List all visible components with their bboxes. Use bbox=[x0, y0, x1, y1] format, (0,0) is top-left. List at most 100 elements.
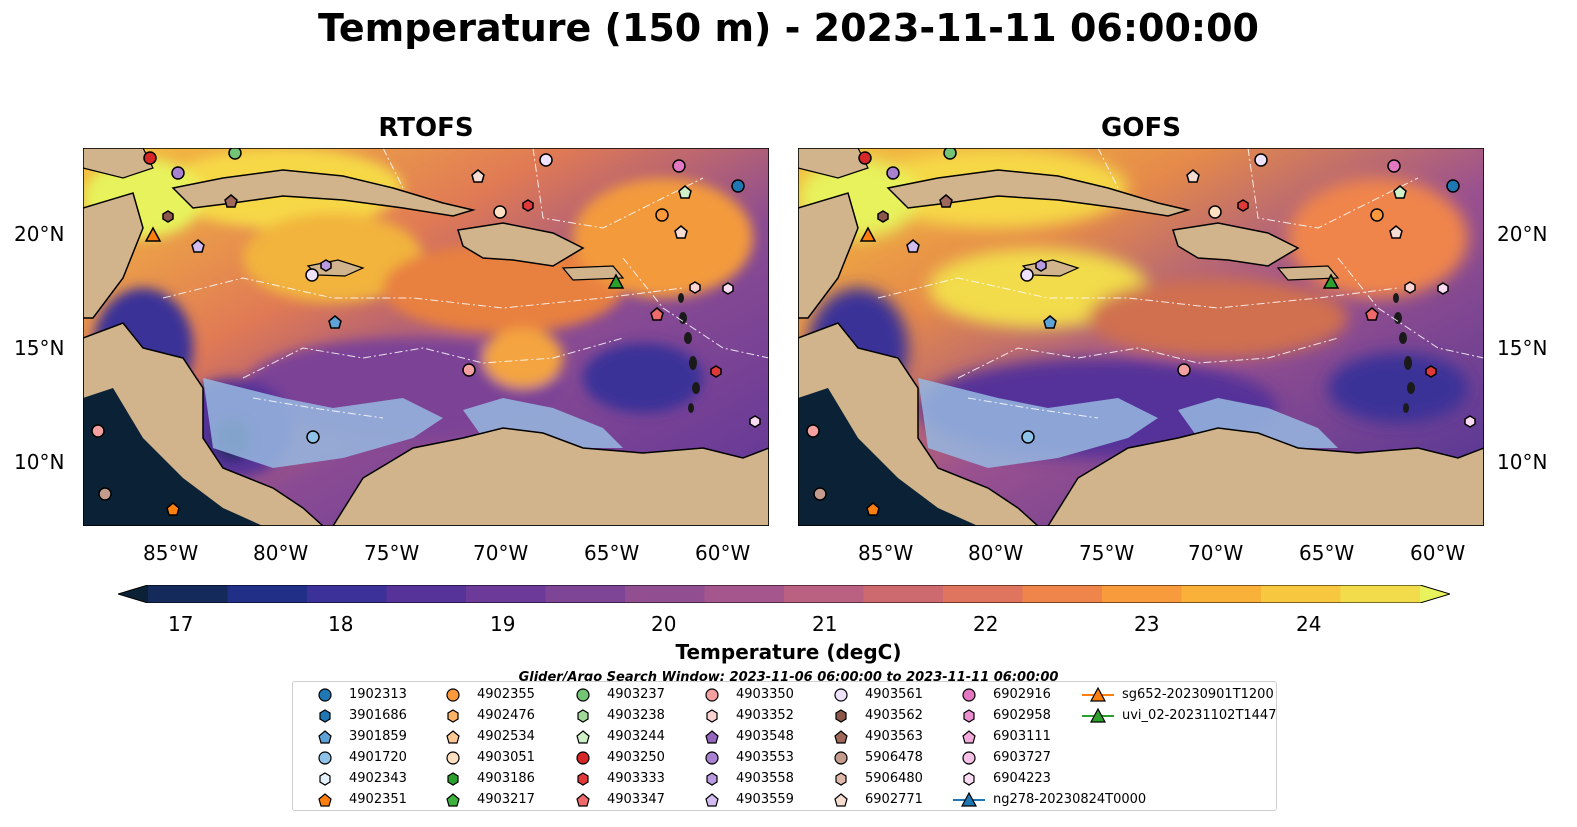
colorbar-segment bbox=[545, 585, 626, 603]
colorbar-extend-high bbox=[1420, 585, 1450, 603]
cbar-tick-22: 22 bbox=[973, 612, 999, 636]
legend-label: 6902958 bbox=[993, 708, 1051, 723]
lat-tick-10n-left: 10°N bbox=[14, 450, 65, 474]
legend-marker-icon bbox=[576, 793, 590, 807]
legend-label: 4903350 bbox=[736, 687, 794, 702]
colorbar-segment bbox=[466, 585, 546, 603]
legend-label: 4903563 bbox=[865, 729, 923, 744]
legend-label: 4903238 bbox=[607, 708, 665, 723]
colorbar-segment bbox=[307, 585, 387, 603]
colorbar bbox=[118, 585, 1450, 603]
lon-tick-85w-left: 85°W bbox=[143, 541, 199, 565]
legend-label: 4903051 bbox=[477, 750, 535, 765]
legend-marker-icon bbox=[834, 688, 848, 702]
legend-label: 5906480 bbox=[865, 771, 923, 786]
legend-marker-icon bbox=[446, 751, 460, 765]
legend-label: 4903548 bbox=[736, 729, 794, 744]
legend-marker-icon bbox=[446, 730, 460, 744]
colorbar-segment bbox=[1102, 585, 1182, 603]
lon-tick-85w-right: 85°W bbox=[858, 541, 914, 565]
colorbar-extend-low bbox=[118, 585, 148, 603]
legend-marker-icon bbox=[706, 709, 718, 723]
panel-title-gofs: GOFS bbox=[1101, 113, 1181, 143]
legend-marker-icon bbox=[705, 793, 719, 807]
legend-marker-icon bbox=[576, 751, 590, 765]
legend-marker-icon bbox=[577, 709, 589, 723]
lon-tick-70w-right: 70°W bbox=[1188, 541, 1244, 565]
float-markers bbox=[91, 148, 761, 516]
legend-marker-icon bbox=[962, 688, 976, 702]
colorbar-segment bbox=[784, 585, 864, 603]
legend-marker-icon bbox=[963, 772, 975, 786]
lat-tick-20n-left: 20°N bbox=[14, 222, 65, 246]
lon-tick-75w-right: 75°W bbox=[1079, 541, 1135, 565]
cbar-tick-19: 19 bbox=[490, 612, 516, 636]
legend-marker-icon bbox=[319, 709, 331, 723]
legend-label: ng278-20230824T0000 bbox=[993, 792, 1147, 807]
colorbar-segment bbox=[1022, 585, 1103, 603]
panel-title-rtofs: RTOFS bbox=[378, 113, 474, 143]
lon-tick-60w-right: 60°W bbox=[1410, 541, 1466, 565]
cbar-tick-23: 23 bbox=[1134, 612, 1160, 636]
colorbar-segment bbox=[386, 585, 467, 603]
legend-label: 5906478 bbox=[865, 750, 923, 765]
legend-marker-icon bbox=[705, 751, 719, 765]
legend-label: sg652-20230901T1200 bbox=[1122, 687, 1274, 702]
legend-marker-icon bbox=[318, 793, 332, 807]
lat-tick-10n-right: 10°N bbox=[1497, 450, 1548, 474]
legend-marker-icon bbox=[706, 772, 718, 786]
legend-label: 4903559 bbox=[736, 792, 794, 807]
lon-tick-65w-left: 65°W bbox=[584, 541, 640, 565]
legend-label: 6902916 bbox=[993, 687, 1051, 702]
legend-marker-icon bbox=[319, 772, 331, 786]
legend-marker-icon bbox=[1082, 686, 1114, 702]
legend-marker-icon bbox=[446, 793, 460, 807]
legend-label: 4902351 bbox=[349, 792, 407, 807]
legend-marker-icon bbox=[705, 688, 719, 702]
rtofs-map bbox=[83, 148, 769, 526]
legend-marker-icon bbox=[705, 730, 719, 744]
legend-marker-icon bbox=[835, 772, 847, 786]
legend-marker-icon bbox=[1082, 707, 1114, 723]
legend-marker-icon bbox=[318, 730, 332, 744]
lon-tick-75w-left: 75°W bbox=[364, 541, 420, 565]
legend-label: 4903347 bbox=[607, 792, 665, 807]
legend-label: 4903333 bbox=[607, 771, 665, 786]
cbar-tick-21: 21 bbox=[812, 612, 838, 636]
legend-marker-icon bbox=[577, 772, 589, 786]
legend-marker-icon bbox=[447, 772, 459, 786]
legend-label: 4903553 bbox=[736, 750, 794, 765]
legend-marker-icon bbox=[962, 730, 976, 744]
colorbar-segment bbox=[943, 585, 1023, 603]
legend: 1902313 3901686 3901859 4901720 4902343 49023… bbox=[292, 681, 1277, 811]
lon-tick-80w-left: 80°W bbox=[253, 541, 309, 565]
legend-label: 4903352 bbox=[736, 708, 794, 723]
legend-label: 6903727 bbox=[993, 750, 1051, 765]
lat-tick-20n-right: 20°N bbox=[1497, 222, 1548, 246]
colorbar-segment bbox=[1261, 585, 1341, 603]
legend-label: 6902771 bbox=[865, 792, 923, 807]
cbar-tick-18: 18 bbox=[328, 612, 354, 636]
lon-tick-65w-right: 65°W bbox=[1299, 541, 1355, 565]
legend-label: uvi_02-20231102T1447 bbox=[1122, 708, 1277, 723]
legend-marker-icon bbox=[318, 688, 332, 702]
legend-label: 4903186 bbox=[477, 771, 535, 786]
legend-label: 3901859 bbox=[349, 729, 407, 744]
colorbar-segment bbox=[227, 585, 308, 603]
legend-label: 6904223 bbox=[993, 771, 1051, 786]
legend-marker-icon bbox=[834, 751, 848, 765]
legend-marker-icon bbox=[953, 791, 985, 807]
legend-marker-icon bbox=[447, 709, 459, 723]
gofs-map bbox=[798, 148, 1484, 526]
legend-marker-icon bbox=[962, 751, 976, 765]
lat-tick-15n-left: 15°N bbox=[14, 336, 65, 360]
legend-label: 4902534 bbox=[477, 729, 535, 744]
legend-label: 3901686 bbox=[349, 708, 407, 723]
legend-label: 4902476 bbox=[477, 708, 535, 723]
legend-label: 4903244 bbox=[607, 729, 665, 744]
colorbar-segment bbox=[1340, 585, 1421, 603]
colorbar-segment bbox=[148, 585, 228, 603]
legend-marker-icon bbox=[963, 709, 975, 723]
legend-label: 4903217 bbox=[477, 792, 535, 807]
legend-label: 4902355 bbox=[477, 687, 535, 702]
